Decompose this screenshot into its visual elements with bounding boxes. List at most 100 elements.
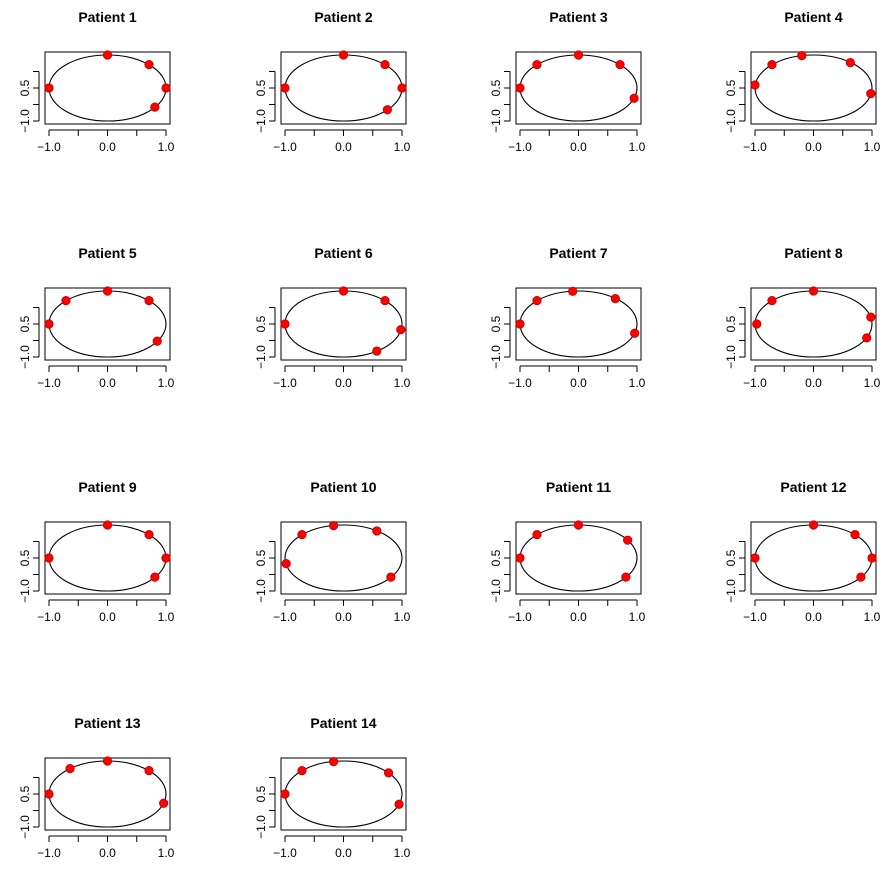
panel-9: Patient 9 −1.0 0.0 1.0 −1.0 0.5 bbox=[18, 479, 175, 624]
data-point bbox=[767, 295, 777, 306]
panel-6: Patient 6 −1.0 0.0 1.0 −1.0 0.5 bbox=[254, 245, 411, 390]
x-tick-label: 0.0 bbox=[805, 140, 822, 154]
data-point bbox=[338, 286, 349, 296]
data-point bbox=[144, 59, 154, 70]
data-point bbox=[380, 295, 390, 306]
data-point bbox=[280, 789, 290, 799]
panel-title: Patient 14 bbox=[310, 715, 376, 731]
panel-title: Patient 4 bbox=[784, 9, 843, 25]
data-point bbox=[515, 319, 525, 329]
panel-title: Patient 6 bbox=[314, 245, 373, 261]
y-tick-label: 0.5 bbox=[254, 785, 268, 802]
y-tick-label: −1.0 bbox=[254, 345, 268, 369]
data-point bbox=[382, 105, 392, 115]
x-tick-label: 1.0 bbox=[864, 376, 881, 390]
y-tick-label: −1.0 bbox=[18, 109, 32, 133]
data-point bbox=[372, 526, 382, 536]
data-point bbox=[328, 757, 339, 767]
data-point bbox=[102, 50, 113, 60]
data-point bbox=[161, 83, 171, 93]
x-tick-label: 0.0 bbox=[570, 610, 587, 624]
data-point bbox=[386, 572, 396, 582]
data-point bbox=[397, 83, 407, 93]
y-tick-label: 0.5 bbox=[724, 549, 738, 566]
data-point bbox=[615, 59, 625, 70]
x-tick-label: 0.0 bbox=[570, 376, 587, 390]
y-tick-label: −1.0 bbox=[18, 579, 32, 603]
x-tick-label: −1.0 bbox=[508, 610, 532, 624]
panel-title: Patient 8 bbox=[784, 245, 843, 261]
y-tick-label: −1.0 bbox=[489, 579, 503, 603]
y-tick-label: 0.5 bbox=[489, 549, 503, 566]
x-tick-label: 1.0 bbox=[158, 140, 175, 154]
y-tick-label: 0.5 bbox=[254, 79, 268, 96]
panel-11: Patient 11 −1.0 0.0 1.0 −1.0 0.5 bbox=[489, 479, 646, 624]
y-tick-label: 0.5 bbox=[724, 79, 738, 96]
data-point bbox=[862, 333, 872, 343]
panel-8: Patient 8 −1.0 0.0 1.0 −1.0 0.5 bbox=[724, 245, 881, 390]
panel-12: Patient 12 −1.0 0.0 1.0 −1.0 0.5 bbox=[724, 479, 881, 624]
x-tick-label: 0.0 bbox=[805, 376, 822, 390]
y-tick-label: 0.5 bbox=[254, 315, 268, 332]
panel-7: Patient 7 −1.0 0.0 1.0 −1.0 0.5 bbox=[489, 245, 646, 390]
y-tick-label: 0.5 bbox=[18, 785, 32, 802]
data-point bbox=[338, 50, 349, 60]
data-point bbox=[630, 328, 640, 338]
x-tick-label: 0.0 bbox=[335, 376, 352, 390]
x-tick-label: 0.0 bbox=[570, 140, 587, 154]
data-point bbox=[750, 80, 760, 90]
data-point bbox=[144, 529, 154, 540]
data-point bbox=[532, 529, 542, 540]
x-tick-label: 0.0 bbox=[99, 376, 116, 390]
panel-1: Patient 1 −1.0 0.0 1.0 −1.0 0.5 bbox=[18, 9, 175, 154]
x-tick-label: 0.0 bbox=[99, 610, 116, 624]
y-tick-label: −1.0 bbox=[18, 345, 32, 369]
data-point bbox=[515, 553, 525, 563]
data-point bbox=[573, 520, 584, 530]
y-tick-label: 0.5 bbox=[18, 315, 32, 332]
data-point bbox=[752, 319, 762, 329]
x-tick-label: −1.0 bbox=[273, 376, 297, 390]
x-tick-label: 1.0 bbox=[629, 140, 646, 154]
data-point bbox=[281, 559, 291, 569]
x-tick-label: 0.0 bbox=[805, 610, 822, 624]
plot-frame bbox=[280, 521, 407, 595]
data-point bbox=[629, 93, 639, 103]
x-tick-label: 1.0 bbox=[394, 846, 411, 860]
x-tick-label: 1.0 bbox=[394, 140, 411, 154]
data-point bbox=[380, 59, 390, 70]
data-point bbox=[150, 102, 160, 112]
data-point bbox=[44, 553, 54, 563]
x-tick-label: 1.0 bbox=[394, 610, 411, 624]
unit-circle bbox=[284, 524, 403, 592]
y-tick-label: 0.5 bbox=[254, 549, 268, 566]
x-tick-label: 1.0 bbox=[864, 140, 881, 154]
x-tick-label: 0.0 bbox=[99, 846, 116, 860]
data-point bbox=[65, 763, 75, 774]
y-tick-label: −1.0 bbox=[724, 579, 738, 603]
data-point bbox=[621, 572, 631, 582]
data-point bbox=[856, 572, 866, 582]
data-point bbox=[280, 83, 290, 93]
data-point bbox=[102, 756, 113, 766]
panel-title: Patient 9 bbox=[78, 479, 137, 495]
panel-title: Patient 7 bbox=[549, 245, 608, 261]
y-tick-label: 0.5 bbox=[724, 315, 738, 332]
y-tick-label: 0.5 bbox=[489, 315, 503, 332]
x-tick-label: 1.0 bbox=[629, 376, 646, 390]
x-tick-label: 0.0 bbox=[335, 610, 352, 624]
data-point bbox=[102, 286, 113, 296]
data-point bbox=[623, 535, 633, 545]
plot-frame bbox=[750, 51, 877, 125]
x-tick-label: 1.0 bbox=[394, 376, 411, 390]
x-tick-label: −1.0 bbox=[37, 610, 61, 624]
y-tick-label: −1.0 bbox=[724, 109, 738, 133]
panel-title: Patient 2 bbox=[314, 9, 373, 25]
data-point bbox=[532, 295, 542, 306]
data-point bbox=[297, 765, 307, 776]
data-point bbox=[573, 50, 584, 60]
y-tick-label: −1.0 bbox=[254, 815, 268, 839]
panel-3: Patient 3 −1.0 0.0 1.0 −1.0 0.5 bbox=[489, 9, 646, 154]
data-point bbox=[808, 520, 819, 530]
data-point bbox=[328, 521, 339, 531]
